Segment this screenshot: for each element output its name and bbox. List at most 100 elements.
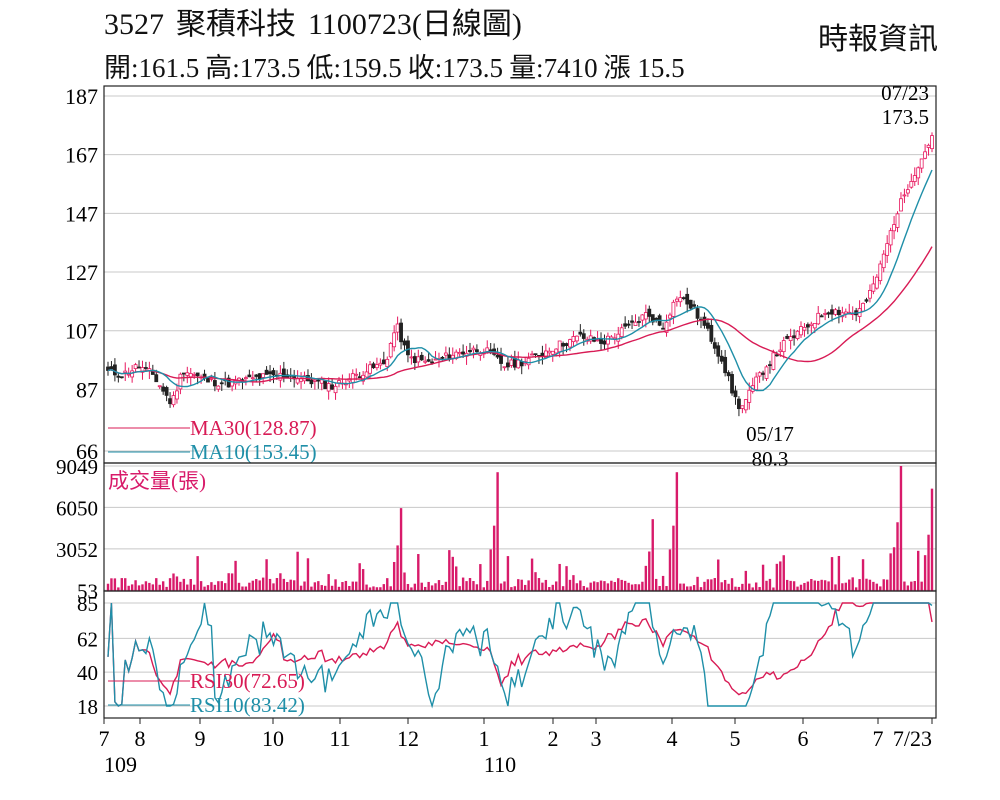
candle-body [409, 356, 414, 359]
low-price-label: 80.3 [752, 447, 789, 471]
volume-bar [120, 578, 123, 591]
candle-body [326, 383, 331, 392]
volume-bar [923, 555, 927, 591]
volume-tick-label: 6050 [56, 496, 98, 520]
price-tick-label: 167 [65, 143, 98, 168]
candle-body [533, 353, 538, 356]
volume-bar [127, 585, 130, 591]
candle-body [323, 381, 328, 389]
volume-bar [879, 586, 882, 591]
candle-body [192, 373, 197, 376]
panel-border [103, 85, 937, 464]
candle-body [719, 355, 724, 362]
volume-bar [865, 578, 868, 591]
volume-bar [510, 587, 513, 591]
price-tick-label: 107 [65, 319, 98, 344]
volume-bar [179, 581, 182, 591]
volume-bar [203, 586, 206, 591]
panel-border [103, 590, 937, 719]
candle-body [606, 335, 610, 345]
candle-body [837, 309, 841, 316]
volume-bar [444, 581, 448, 591]
volume-bar [823, 580, 827, 591]
high-date-label: 07/23 [881, 81, 929, 105]
candle-body [771, 352, 776, 370]
month-label: 12 [397, 726, 419, 751]
candle-body [864, 299, 869, 302]
volume-bar [282, 578, 286, 591]
candle-body [250, 377, 255, 380]
month-label: 7/23 [893, 726, 932, 751]
candle-body [809, 323, 814, 326]
candle-body [709, 324, 714, 342]
volume-bar [110, 578, 113, 591]
quote-line: 開:161.5 高:173.5 低:159.5 收:173.5 量:7410 漲 15.5 [104, 46, 691, 85]
volume-bar [913, 581, 916, 591]
price-tick-label: 87 [76, 377, 98, 402]
candle-body [137, 366, 141, 369]
volume-bar [568, 579, 572, 591]
candle-body [785, 335, 790, 339]
volume-bar [137, 585, 141, 591]
candle-body [330, 384, 335, 390]
candle-body [209, 378, 214, 380]
volume-bar [820, 579, 823, 591]
candle-body [399, 322, 403, 343]
volume-bar [561, 586, 565, 591]
candle-body [109, 366, 114, 370]
volume-bar [830, 557, 834, 591]
volume-bar [155, 578, 158, 591]
volume-bar [644, 565, 648, 591]
candle-body [488, 349, 493, 352]
volume-bar [675, 472, 679, 591]
candle-body [430, 361, 434, 364]
candle-body [278, 372, 283, 381]
rsi-tick-label: 18 [77, 695, 98, 719]
volume-bar [844, 582, 848, 591]
price-tick-label: 147 [65, 201, 98, 226]
volume-bar [754, 582, 758, 591]
volume-bar [592, 581, 596, 591]
year-label-109: 109 [104, 752, 137, 777]
candle-body [623, 323, 628, 327]
volume-bar [255, 579, 258, 591]
candle-body [178, 373, 183, 390]
candle-body [254, 374, 259, 377]
volume-bar [206, 585, 210, 591]
candle-body [185, 372, 190, 376]
volume-bar [872, 581, 875, 591]
volume-bar [417, 554, 420, 591]
volume-bar [296, 551, 299, 591]
volume-bar [165, 586, 168, 591]
volume-bar [496, 472, 499, 591]
rsi10-legend: RSI10(83.42) [190, 693, 305, 717]
rsi-tick-label: 62 [77, 627, 98, 651]
candle-body [264, 369, 269, 375]
volume-bar [517, 579, 520, 591]
volume-bar [396, 545, 399, 591]
candle-body [668, 314, 672, 319]
candle-body [595, 339, 600, 342]
volume-bar [427, 581, 430, 591]
volume-bar [703, 581, 706, 591]
volume-bar [527, 580, 530, 591]
candle-body [499, 354, 503, 364]
volume-bar [341, 582, 344, 591]
volume-bar [617, 578, 620, 591]
volume-bar [917, 550, 920, 591]
volume-bar [761, 564, 765, 591]
volume-bar [217, 581, 220, 591]
volume-bar [651, 519, 654, 591]
volume-bar [230, 573, 234, 591]
year-label-110: 110 [484, 752, 516, 777]
volume-bar [596, 582, 599, 591]
candle-body [616, 333, 621, 342]
candle-body [643, 312, 648, 320]
volume-bar [489, 549, 492, 591]
candle-body [388, 343, 393, 358]
volume-bar [803, 582, 806, 591]
volume-bar [520, 579, 523, 591]
volume-bar [148, 582, 151, 591]
volume-bar [106, 583, 110, 591]
